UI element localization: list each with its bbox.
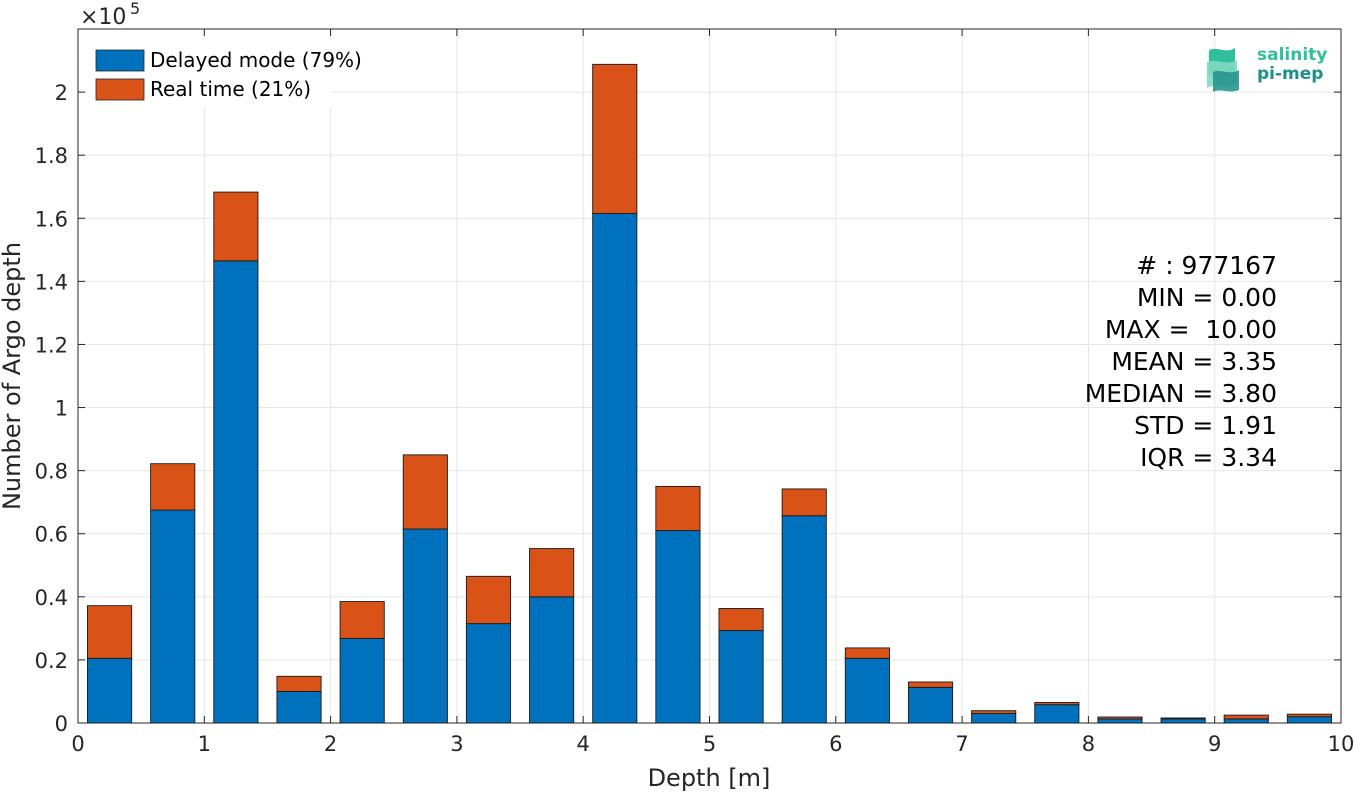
bar-real-time: [844, 647, 890, 659]
x-tick-label: 6: [829, 732, 842, 756]
bar-delayed-mode: [150, 509, 196, 724]
bar-delayed-mode: [1223, 718, 1269, 724]
bar-delayed-mode: [1286, 716, 1332, 724]
stat-median: MEDIAN = 3.80: [1084, 379, 1277, 408]
bar-real-time: [87, 605, 133, 659]
x-tick-label: 10: [1328, 732, 1355, 756]
x-tick-label: 4: [577, 732, 590, 756]
stat-iqr: IQR = 3.34: [1140, 443, 1277, 472]
bar-delayed-mode: [402, 528, 448, 724]
exponent-power: 5: [130, 0, 140, 18]
x-tick-label: 2: [324, 732, 337, 756]
exponent-label: ×10 5: [80, 0, 140, 30]
x-tick-label: 3: [450, 732, 463, 756]
x-tick-label: 9: [1208, 732, 1221, 756]
bar-real-time: [402, 454, 448, 530]
stat-mean: MEAN = 3.35: [1111, 347, 1277, 376]
y-tick-label: 0.2: [35, 649, 68, 673]
bar-real-time: [150, 463, 196, 511]
y-tick-label: 0.4: [35, 586, 68, 610]
bar-delayed-mode: [339, 638, 385, 724]
salinity-pimep-logo: salinity pi-mep: [1205, 44, 1340, 96]
logo-text-line2: pi-mep: [1257, 64, 1324, 84]
bar-real-time: [781, 488, 827, 517]
logo-text-line1: salinity: [1257, 45, 1328, 65]
y-tick-label: 2: [55, 81, 68, 105]
bar-delayed-mode: [1034, 704, 1080, 724]
bar-delayed-mode: [844, 657, 890, 724]
bar-delayed-mode: [592, 213, 638, 724]
bar-delayed-mode: [465, 623, 512, 724]
y-tick-label: 0: [55, 712, 68, 736]
y-tick-label: 0.8: [35, 460, 68, 484]
x-tick-label: 0: [71, 732, 84, 756]
statistics-panel: # : 977167 MIN = 0.00 MAX = 10.00 MEAN =…: [1085, 250, 1277, 474]
bar-delayed-mode: [213, 260, 259, 724]
bar-real-time: [1034, 702, 1080, 706]
bar-delayed-mode: [276, 691, 322, 724]
x-tick-label: 8: [1082, 732, 1095, 756]
bar-real-time: [276, 675, 322, 692]
legend-label-realtime: Real time (21%): [150, 77, 311, 101]
y-tick-label: 1: [55, 397, 68, 421]
bar-delayed-mode: [907, 686, 954, 724]
bar-real-time: [592, 63, 638, 214]
legend-label-delayed: Delayed mode (79%): [150, 48, 362, 72]
bar-real-time: [718, 608, 764, 632]
bar-real-time: [1223, 714, 1269, 720]
bar-real-time: [907, 681, 954, 688]
x-axis-label: Depth [m]: [648, 764, 771, 792]
bar-delayed-mode: [781, 515, 827, 724]
y-tick-label: 1.2: [35, 333, 68, 357]
axis-ticks: 0 1 2 3 4 5 6 7 8 9 10 0 0.2 0.4 0.6 0.8 1 1.2 1.4 1.6 1.8 2: [35, 29, 1355, 756]
y-axis-label: Number of Argo depth: [0, 242, 26, 510]
bar-delayed-mode: [1160, 718, 1206, 724]
exponent-base: ×10: [80, 5, 126, 30]
bar-delayed-mode: [1097, 718, 1143, 724]
stat-std: STD = 1.91: [1134, 411, 1277, 440]
x-tick-label: 5: [703, 732, 716, 756]
stat-max: MAX = 10.00: [1104, 315, 1277, 344]
x-tick-label: 1: [198, 732, 211, 756]
bar-delayed-mode: [971, 713, 1017, 724]
bars-group: [87, 63, 1332, 724]
stat-count: # : 977167: [1136, 251, 1277, 280]
bar-real-time: [971, 710, 1017, 714]
bar-real-time: [529, 548, 575, 598]
y-tick-label: 1.8: [35, 144, 68, 168]
x-tick-label: 7: [955, 732, 968, 756]
stat-min: MIN = 0.00: [1136, 283, 1277, 312]
bar-real-time: [213, 191, 259, 262]
legend-swatch-delayed: [95, 49, 145, 72]
bar-real-time: [339, 601, 385, 639]
bar-delayed-mode: [718, 630, 764, 724]
bar-real-time: [655, 485, 701, 532]
y-tick-label: 1.4: [35, 270, 68, 294]
y-tick-label: 0.6: [35, 523, 68, 547]
bar-delayed-mode: [87, 657, 133, 724]
bar-real-time: [1160, 717, 1206, 720]
bar-delayed-mode: [655, 530, 701, 724]
bar-delayed-mode: [529, 596, 575, 724]
legend: Delayed mode (79%) Real time (21%): [86, 39, 362, 108]
bar-real-time: [465, 575, 512, 625]
bar-real-time: [1286, 713, 1332, 718]
bar-real-time: [1097, 716, 1143, 720]
wave-logo-icon: [1207, 48, 1239, 92]
legend-swatch-realtime: [95, 78, 145, 101]
y-tick-label: 1.6: [35, 207, 68, 231]
